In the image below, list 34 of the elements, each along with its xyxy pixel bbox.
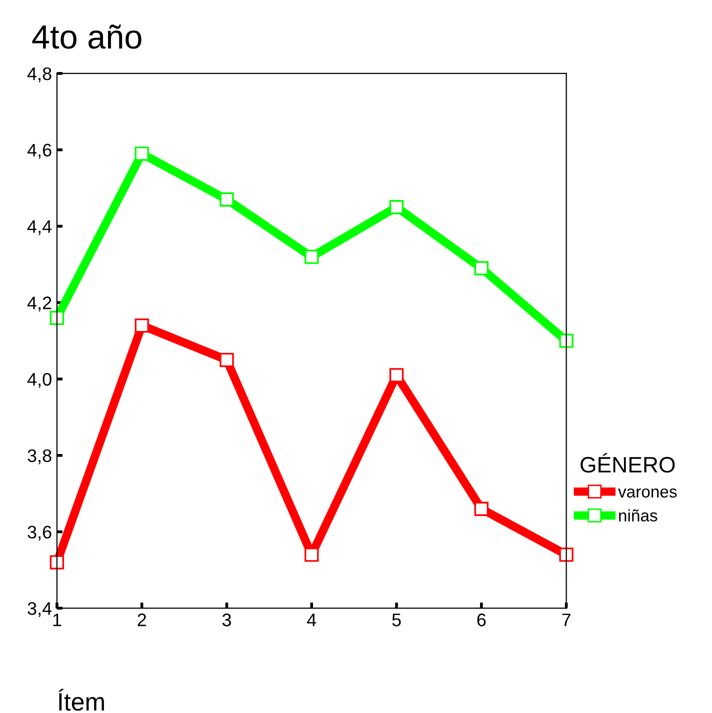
chart-title: 4to año bbox=[32, 24, 142, 49]
y-tick-label: 3,4 bbox=[28, 602, 52, 618]
x-tick-label: 5 bbox=[392, 614, 401, 626]
point bbox=[304, 548, 319, 562]
point bbox=[134, 318, 149, 333]
point bbox=[220, 192, 234, 207]
point bbox=[50, 310, 64, 325]
point bbox=[474, 502, 489, 516]
x-tick-label: 7 bbox=[562, 614, 570, 626]
legend-title: GÉNERO bbox=[580, 453, 675, 473]
x-tick-label: 2 bbox=[138, 614, 146, 626]
point bbox=[389, 200, 404, 214]
y-tick-label: 4,4 bbox=[27, 220, 52, 236]
y-tick-label: 4,0 bbox=[27, 372, 52, 388]
point bbox=[50, 555, 64, 570]
point bbox=[134, 146, 149, 161]
y-tick-label: 4,6 bbox=[27, 144, 52, 159]
y-tick-label: 4,2 bbox=[27, 296, 52, 312]
x-axis-title: Ítem bbox=[58, 688, 104, 711]
point bbox=[220, 352, 234, 367]
x-tick-label: 3 bbox=[222, 614, 231, 626]
x-tick-label: 4 bbox=[307, 614, 316, 626]
x-tick-label: 1 bbox=[53, 614, 62, 626]
point bbox=[559, 334, 574, 348]
y-tick-label: 3,8 bbox=[28, 449, 52, 464]
legend-label: varones bbox=[618, 488, 677, 498]
x-tick-label: 6 bbox=[477, 614, 486, 626]
y-tick-label: 4,8 bbox=[27, 67, 52, 82]
legend-label: niñas bbox=[619, 509, 658, 522]
point bbox=[474, 261, 489, 276]
point bbox=[559, 548, 574, 562]
point bbox=[304, 250, 319, 264]
point bbox=[389, 368, 404, 382]
y-tick-label: 3,6 bbox=[28, 526, 52, 541]
